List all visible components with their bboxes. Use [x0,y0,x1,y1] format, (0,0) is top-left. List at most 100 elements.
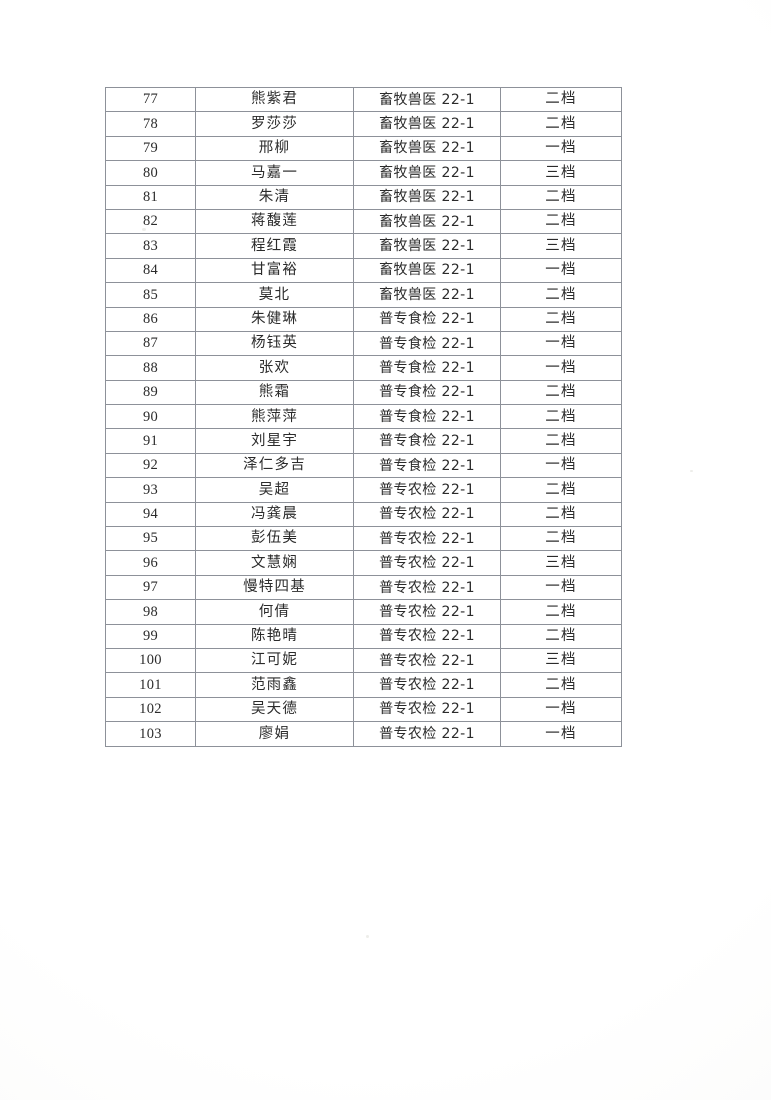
cell-index: 87 [105,330,196,357]
cell-name: 吴超 [195,477,354,503]
cell-grade: 二档 [500,599,622,625]
cell-class: 畜牧兽医 22-1 [353,282,501,308]
cell-index: 88 [105,355,196,381]
cell-index: 101 [105,672,196,698]
cell-index: 77 [105,86,196,113]
cell-grade: 二档 [500,86,622,113]
table-row: 79 邢柳 畜牧兽医 22-1 一档 [105,135,622,162]
table-row: 87 杨钰英 普专食检 22-1 一档 [105,330,622,357]
cell-class: 普专食检 22-1 [353,404,501,430]
table-row: 103 廖娟 普专农检 22-1 一档 [105,721,622,747]
cell-name: 范雨鑫 [195,672,354,698]
cell-name: 文慧娴 [195,550,354,576]
cell-class: 普专食检 22-1 [353,306,501,332]
table-row: 89 熊霜 普专食检 22-1 二档 [105,379,622,406]
cell-grade: 二档 [500,501,622,528]
cell-name: 慢特四基 [195,574,354,601]
cell-name: 廖娟 [195,721,354,747]
cell-index: 90 [105,404,196,430]
roster-table-body: 77 熊紫君 畜牧兽医 22-1 二档 78 罗莎莎 畜牧兽医 22-1 二档 79 邢柳 畜牧兽医… [105,86,622,747]
roster-table: 77 熊紫君 畜牧兽医 22-1 二档 78 罗莎莎 畜牧兽医 22-1 二档 79 邢柳 畜牧兽医… [105,86,622,747]
cell-index: 79 [105,135,196,162]
table-row: 101 范雨鑫 普专农检 22-1 二档 [105,672,622,698]
cell-grade: 三档 [500,647,622,674]
cell-grade: 一档 [500,135,622,162]
cell-index: 80 [105,160,196,186]
cell-index: 103 [105,721,196,747]
cell-index: 83 [105,233,196,259]
table-row: 93 吴超 普专农检 22-1 二档 [105,477,622,503]
cell-class: 畜牧兽医 22-1 [353,111,501,137]
cell-class: 普专农检 22-1 [353,599,501,625]
cell-name: 杨钰英 [195,330,354,357]
cell-name: 刘星宇 [195,428,354,454]
cell-class: 畜牧兽医 22-1 [353,86,501,113]
cell-class: 普专食检 22-1 [353,379,501,406]
cell-name: 蒋馥莲 [195,208,354,235]
cell-grade: 一档 [500,452,622,479]
cell-grade: 一档 [500,696,622,723]
cell-name: 莫北 [195,282,354,308]
cell-index: 95 [105,526,196,552]
cell-grade: 一档 [500,330,622,357]
cell-index: 100 [105,647,196,674]
cell-name: 冯龚晨 [195,501,354,528]
cell-name: 熊萍萍 [195,404,354,430]
table-row: 83 程红霞 畜牧兽医 22-1 三档 [105,233,622,259]
cell-class: 畜牧兽医 22-1 [353,184,501,210]
cell-grade: 二档 [500,379,622,406]
table-row: 78 罗莎莎 畜牧兽医 22-1 二档 [105,111,622,137]
cell-grade: 二档 [500,184,622,210]
table-row: 77 熊紫君 畜牧兽医 22-1 二档 [105,86,622,113]
cell-index: 86 [105,306,196,332]
cell-name: 马嘉一 [195,160,354,186]
cell-grade: 一档 [500,721,622,747]
table-row: 98 何倩 普专农检 22-1 二档 [105,599,622,625]
cell-grade: 二档 [500,282,622,308]
cell-index: 102 [105,696,196,723]
table-row: 102 吴天德 普专农检 22-1 一档 [105,696,622,723]
cell-class: 普专食检 22-1 [353,330,501,357]
cell-class: 普专农检 22-1 [353,721,501,747]
cell-grade: 一档 [500,574,622,601]
table-row: 95 彭伍美 普专农检 22-1 二档 [105,526,622,552]
cell-name: 罗莎莎 [195,111,354,137]
cell-grade: 二档 [500,672,622,698]
cell-name: 陈艳晴 [195,623,354,649]
cell-class: 普专食检 22-1 [353,428,501,454]
cell-name: 张欢 [195,355,354,381]
cell-name: 吴天德 [195,696,354,723]
table-row: 94 冯龚晨 普专农检 22-1 二档 [105,501,622,528]
cell-grade: 三档 [500,233,622,259]
cell-class: 普专农检 22-1 [353,672,501,698]
cell-name: 熊紫君 [195,86,354,113]
cell-index: 82 [105,208,196,235]
cell-class: 畜牧兽医 22-1 [353,257,501,284]
table-row: 84 甘富裕 畜牧兽医 22-1 一档 [105,257,622,284]
table-row: 81 朱清 畜牧兽医 22-1 二档 [105,184,622,210]
cell-index: 91 [105,428,196,454]
cell-class: 普专农检 22-1 [353,477,501,503]
cell-name: 甘富裕 [195,257,354,284]
roster-table-container: 77 熊紫君 畜牧兽医 22-1 二档 78 罗莎莎 畜牧兽医 22-1 二档 79 邢柳 畜牧兽医… [105,86,622,747]
cell-grade: 二档 [500,306,622,332]
cell-name: 朱健琳 [195,306,354,332]
cell-grade: 二档 [500,623,622,649]
cell-index: 81 [105,184,196,210]
cell-class: 普专农检 22-1 [353,526,501,552]
table-row: 80 马嘉一 畜牧兽医 22-1 三档 [105,160,622,186]
cell-class: 普专农检 22-1 [353,623,501,649]
cell-index: 84 [105,257,196,284]
cell-index: 92 [105,452,196,479]
table-row: 99 陈艳晴 普专农检 22-1 二档 [105,623,622,649]
cell-index: 85 [105,282,196,308]
cell-grade: 二档 [500,526,622,552]
cell-class: 畜牧兽医 22-1 [353,160,501,186]
cell-name: 何倩 [195,599,354,625]
table-row: 86 朱健琳 普专食检 22-1 二档 [105,306,622,332]
table-row: 100 江可妮 普专农检 22-1 三档 [105,647,622,674]
cell-name: 江可妮 [195,647,354,674]
cell-name: 邢柳 [195,135,354,162]
cell-grade: 二档 [500,208,622,235]
cell-grade: 二档 [500,428,622,454]
